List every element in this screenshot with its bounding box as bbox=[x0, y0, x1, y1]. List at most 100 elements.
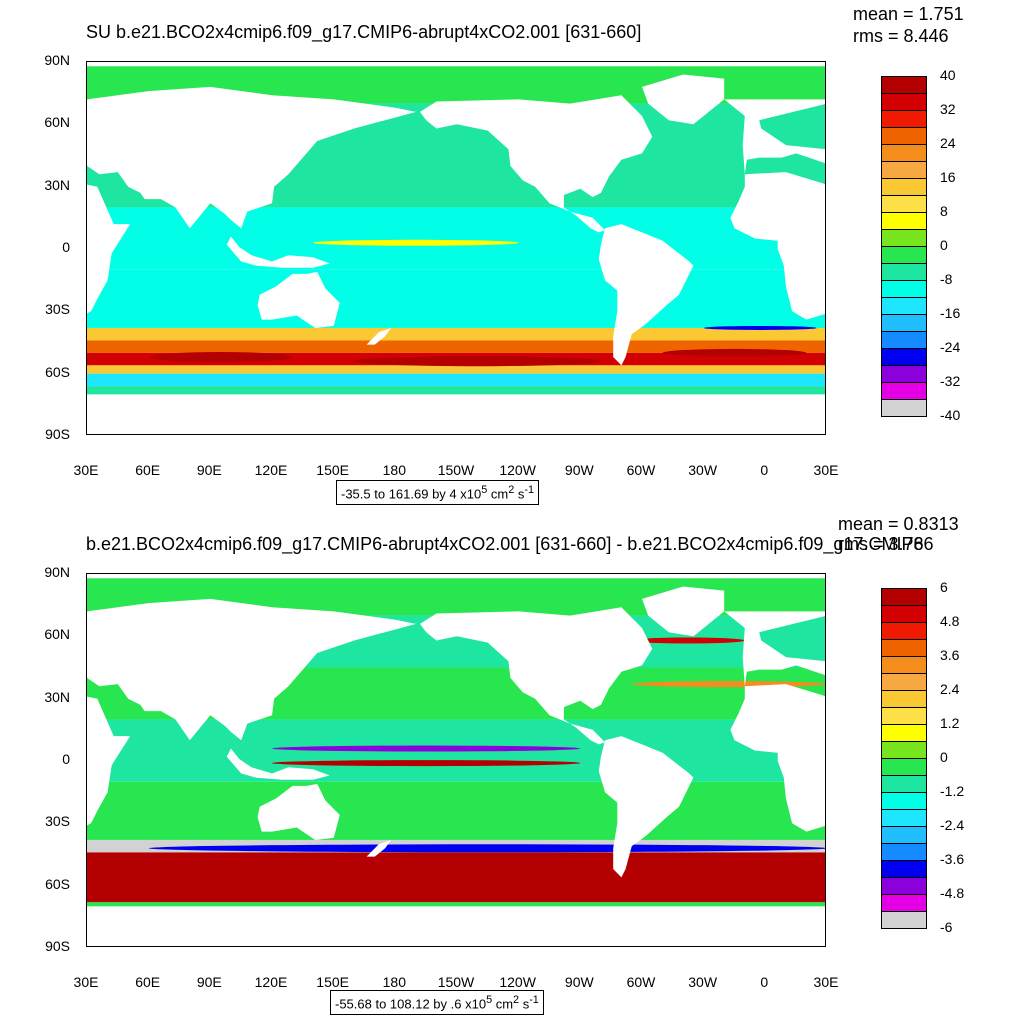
x-tick-label: 90W bbox=[564, 974, 594, 990]
colorbar-label: 2.4 bbox=[940, 681, 960, 697]
top-range-unit: cm bbox=[487, 486, 509, 502]
y-tick-label: 30S bbox=[45, 301, 70, 318]
colorbar-segment bbox=[881, 399, 927, 417]
land-africaWest bbox=[730, 684, 825, 832]
x-tick-label: 150E bbox=[316, 974, 349, 990]
land-iberia bbox=[724, 99, 825, 175]
bottom-mean-stat: mean = 0.8313 bbox=[838, 514, 959, 534]
colorbar-label: 8 bbox=[940, 203, 948, 219]
land-greenland bbox=[642, 74, 725, 125]
colorbar-segment bbox=[881, 365, 927, 383]
map-field-svg bbox=[87, 62, 825, 434]
tropical-band bbox=[87, 207, 825, 270]
colorbar-segment bbox=[881, 809, 927, 827]
colorbar-segment bbox=[881, 690, 927, 708]
equatorial-streak bbox=[313, 239, 519, 246]
colorbar-segment bbox=[881, 877, 927, 895]
colorbar-label: 32 bbox=[940, 101, 956, 117]
colorbar-label: -4.8 bbox=[940, 885, 965, 901]
colorbar-segment bbox=[881, 331, 927, 349]
colorbar-segment bbox=[881, 212, 927, 230]
colorbar-label: 1.2 bbox=[940, 715, 960, 731]
land-nz bbox=[366, 328, 392, 345]
colorbar-segment bbox=[881, 724, 927, 742]
land-iberia bbox=[724, 611, 825, 687]
y-tick-label: 60N bbox=[44, 114, 70, 131]
colorbar-label: 16 bbox=[940, 169, 956, 185]
acc-north-band bbox=[87, 327, 825, 341]
top-rms-stat: rms = 8.446 bbox=[853, 26, 949, 46]
land-eurasia bbox=[87, 598, 416, 741]
land-eurasia bbox=[87, 86, 416, 229]
acc-core-band bbox=[87, 852, 825, 903]
colorbar-segment bbox=[881, 911, 927, 929]
top-mean-stat: mean = 1.751 bbox=[853, 4, 964, 24]
acc-core-streak bbox=[662, 348, 807, 357]
y-tick-label: 90S bbox=[45, 938, 70, 954]
colorbar-label: -8 bbox=[940, 271, 953, 287]
colorbar-label: 0 bbox=[940, 749, 948, 765]
colorbar-segment bbox=[881, 894, 927, 912]
colorbar-segment bbox=[881, 280, 927, 298]
land-australia bbox=[257, 783, 340, 840]
map-field-svg bbox=[87, 574, 825, 946]
x-tick-label: 0 bbox=[760, 974, 769, 990]
bottom-rms-stat: rms = 3.786 bbox=[838, 534, 934, 554]
colorbar-segment bbox=[881, 826, 927, 844]
top-range-exp2: 2 bbox=[508, 484, 515, 496]
x-tick-label: 30W bbox=[688, 974, 718, 990]
bottom-chart-title: b.e21.BCO2x4cmip6.f09_g17.CMIP6-abrupt4x… bbox=[86, 534, 924, 554]
land-nz bbox=[366, 840, 392, 857]
bottom-range-text: -55.68 to 108.12 by .6 x10 bbox=[335, 996, 487, 1012]
colorbar-segment bbox=[881, 161, 927, 179]
subpolar-gyre-streak bbox=[631, 637, 745, 644]
colorbar-segment bbox=[881, 76, 927, 94]
colorbar-segment bbox=[881, 639, 927, 657]
colorbar-label: -24 bbox=[940, 339, 961, 355]
bottom-range-exp: 5 bbox=[486, 994, 493, 1006]
colorbar-segment bbox=[881, 348, 927, 366]
colorbar-label: -32 bbox=[940, 373, 961, 389]
colorbar-segment bbox=[881, 843, 927, 861]
x-tick-label: 180 bbox=[382, 974, 406, 990]
x-tick-label: 120E bbox=[254, 462, 288, 478]
colorbar-label: -16 bbox=[940, 305, 961, 321]
y-tick-label: 90S bbox=[45, 426, 70, 442]
colorbar-label: 4.8 bbox=[940, 613, 960, 629]
bottom-colorbar bbox=[881, 588, 927, 929]
acc-margin-band bbox=[87, 902, 825, 907]
colorbar-label: -1.2 bbox=[940, 783, 965, 799]
x-tick-label: 30E bbox=[73, 974, 99, 990]
x-tick-label: 150W bbox=[437, 462, 475, 478]
bottom-range-exp3: -1 bbox=[529, 994, 539, 1006]
x-tick-label: 120W bbox=[499, 462, 536, 478]
colorbar-segment bbox=[881, 382, 927, 400]
top-colorbar bbox=[881, 76, 927, 417]
x-tick-label: 90W bbox=[564, 462, 594, 478]
colorbar-label: -2.4 bbox=[940, 817, 965, 833]
colorbar-segment bbox=[881, 860, 927, 878]
colorbar-label: -6 bbox=[940, 919, 953, 935]
land-greenland bbox=[642, 586, 725, 637]
top-range-unit2: s bbox=[514, 486, 525, 502]
y-tick-label: 0 bbox=[62, 751, 70, 767]
x-tick-label: 30E bbox=[813, 462, 839, 478]
colorbar-segment bbox=[881, 656, 927, 674]
acc-front-streak bbox=[148, 844, 825, 853]
y-tick-label: 60S bbox=[45, 875, 70, 892]
land-antarctica bbox=[87, 906, 825, 946]
y-tick-label: 0 bbox=[62, 239, 70, 255]
colorbar-segment bbox=[881, 110, 927, 128]
top-range-label: -35.5 to 161.69 by 4 x105 cm2 s-1 bbox=[336, 480, 539, 506]
land-africaWest bbox=[730, 172, 825, 320]
colorbar-label: 0 bbox=[940, 237, 948, 253]
x-tick-label: 30W bbox=[688, 462, 718, 478]
acc-core-streak bbox=[354, 356, 601, 367]
x-tick-label: 60W bbox=[626, 974, 656, 990]
x-tick-label: 30E bbox=[73, 462, 99, 478]
colorbar-segment bbox=[881, 741, 927, 759]
x-tick-label: 150W bbox=[437, 974, 475, 990]
x-tick-label: 120W bbox=[499, 974, 536, 990]
colorbar-segment bbox=[881, 178, 927, 196]
colorbar-label: 3.6 bbox=[940, 647, 960, 663]
